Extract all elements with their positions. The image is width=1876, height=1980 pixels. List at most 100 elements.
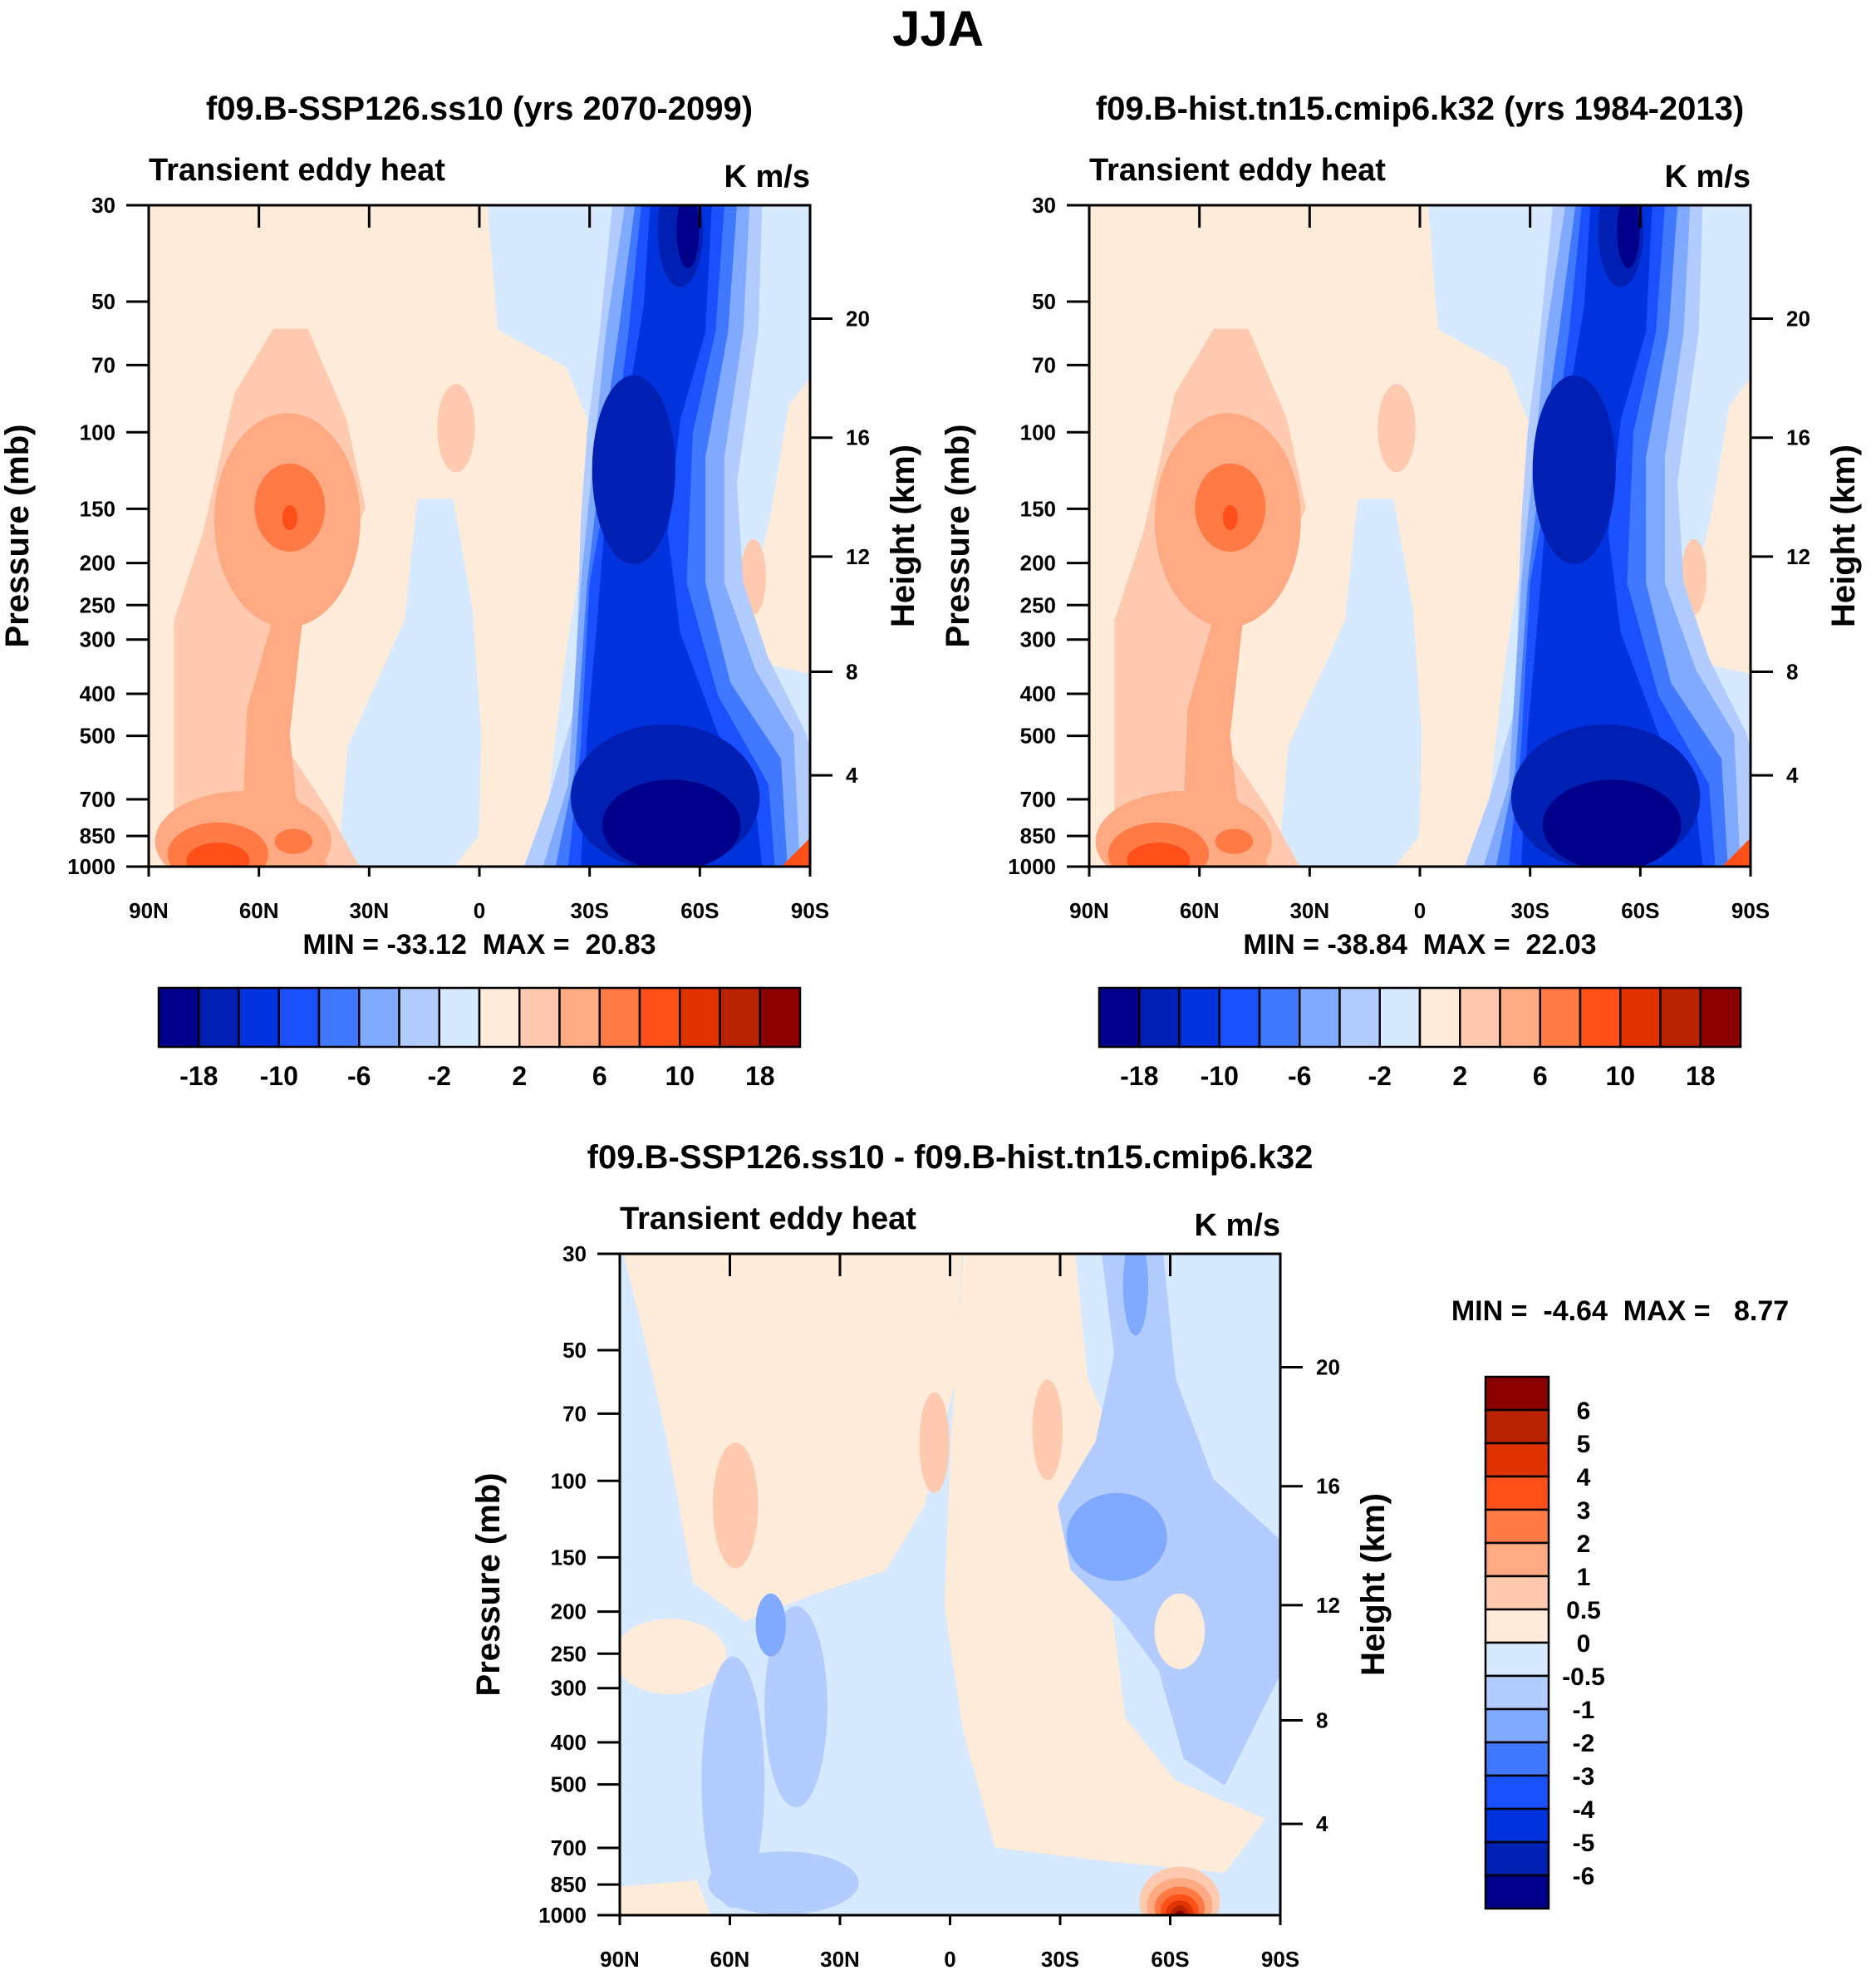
colorbar-label: -6	[1288, 1061, 1311, 1091]
panel-2	[597, 1252, 1303, 1925]
colorbar-box	[558, 986, 601, 1049]
contour-fill	[282, 504, 297, 531]
colorbar-box	[1659, 986, 1702, 1049]
x-tick-label: 60N	[239, 898, 279, 923]
colorbar-label: 10	[665, 1061, 695, 1091]
colorbar-label: -10	[1201, 1061, 1239, 1091]
y-tick-label: 850	[80, 823, 115, 848]
stats-label: MIN = -33.12 MAX = 20.83	[302, 929, 656, 961]
colorbar-box	[1459, 986, 1501, 1049]
x-tick-label: 90N	[1069, 898, 1109, 923]
y-tick-label: 30	[562, 1241, 587, 1266]
colorbar-box	[1484, 1408, 1550, 1445]
colorbar-label: 6	[1577, 1398, 1591, 1425]
x-tick-label: 30S	[1041, 1947, 1079, 1972]
y-tick-label: 50	[91, 289, 115, 314]
y2-tick-label: 20	[846, 307, 870, 332]
contour-fill	[1278, 499, 1422, 867]
colorbar-label: 2	[1452, 1061, 1467, 1091]
y-tick-label: 700	[551, 1835, 587, 1860]
x-tick-label: 60N	[1180, 898, 1220, 923]
contour-fill	[1066, 1492, 1167, 1581]
x-tick-label: 30S	[1511, 898, 1549, 923]
y-tick-label: 400	[1020, 681, 1056, 706]
contour-fill	[676, 205, 700, 268]
contour-fill	[1378, 384, 1416, 473]
colorbar-label: 4	[1577, 1464, 1591, 1491]
y-tick-label: 70	[91, 352, 115, 377]
colorbar-box	[277, 986, 321, 1049]
main-title: JJA	[891, 1, 985, 57]
colorbar-box	[719, 986, 761, 1049]
colorbar-box	[1484, 1575, 1550, 1611]
stats-label: MIN = -38.84 MAX = 22.03	[1243, 929, 1596, 961]
colorbar-box	[1619, 986, 1662, 1049]
contour-fill	[620, 1619, 727, 1694]
x-tick-label: 30N	[1289, 898, 1329, 923]
x-tick-label: 60S	[1151, 1947, 1189, 1972]
y-tick-label: 300	[80, 627, 115, 652]
contour-fill	[1032, 1379, 1063, 1481]
y2-tick-label: 16	[846, 425, 870, 450]
colorbar-box	[598, 986, 641, 1049]
y2-tick-label: 4	[1786, 763, 1799, 788]
colorbar-box	[1699, 986, 1742, 1049]
colorbar-label: -6	[1573, 1863, 1595, 1890]
y2-axis-title: Height (km)	[1355, 1493, 1392, 1676]
x-tick-label: 90S	[791, 898, 829, 923]
y-tick-label: 70	[1032, 352, 1056, 377]
panel-0	[126, 204, 832, 877]
y-tick-label: 700	[1020, 787, 1056, 812]
y-axis-title: Pressure (mb)	[940, 425, 976, 648]
colorbar-label: -6	[347, 1061, 371, 1091]
contour-fill	[1122, 1254, 1148, 1336]
colorbar-box	[518, 986, 561, 1049]
left-string: Transient eddy heat	[620, 1201, 916, 1236]
colorbar-box	[1579, 986, 1622, 1049]
colorbar-box	[358, 986, 400, 1049]
y-tick-label: 500	[1020, 724, 1056, 749]
colorbar-label: -5	[1573, 1830, 1595, 1857]
colorbar-box	[157, 986, 200, 1049]
contour-fill	[602, 779, 741, 867]
x-tick-label: 0	[1414, 898, 1426, 923]
y2-axis-title: Height (km)	[885, 445, 921, 627]
contour-fill	[274, 828, 313, 854]
colorbar-box	[1539, 986, 1582, 1049]
colorbar-box	[398, 986, 440, 1049]
x-tick-label: 30N	[820, 1947, 860, 1972]
contour-fill	[764, 1606, 828, 1808]
x-tick-label: 90S	[1731, 898, 1770, 923]
colorbar-label: 1	[1577, 1564, 1591, 1591]
contour-fill	[1722, 838, 1751, 867]
y-tick-label: 250	[551, 1641, 587, 1666]
panel-title: f09.B-hist.tn15.cmip6.k32 (yrs 1984-2013…	[1096, 91, 1744, 127]
y-tick-label: 200	[1020, 551, 1056, 576]
contour-fill	[437, 384, 475, 473]
units-label: K m/s	[1665, 160, 1751, 194]
colorbar-label: -3	[1573, 1763, 1595, 1791]
colorbar-box	[1218, 986, 1261, 1049]
left-string: Transient eddy heat	[1089, 153, 1386, 188]
contour-fill	[919, 1392, 950, 1493]
colorbar-box	[1138, 986, 1181, 1049]
colorbar-label: -2	[1573, 1730, 1595, 1757]
colorbar-0	[157, 986, 802, 1049]
contour-fill	[1058, 1254, 1280, 1785]
colorbar-box	[1484, 1741, 1550, 1777]
colorbar-1	[1098, 986, 1742, 1049]
colorbar-label: -2	[428, 1061, 451, 1091]
y2-tick-label: 12	[846, 544, 870, 569]
panel-title: f09.B-SSP126.ss10 - f09.B-hist.tn15.cmip…	[587, 1139, 1314, 1176]
y-tick-label: 70	[562, 1401, 587, 1426]
colorbar-box	[1484, 1375, 1550, 1412]
colorbar-box	[1484, 1475, 1550, 1511]
y2-tick-label: 12	[1316, 1593, 1340, 1618]
contour-fill	[755, 1593, 786, 1657]
contour-field	[620, 1254, 1280, 1915]
y-tick-label: 850	[1020, 823, 1056, 848]
y-tick-label: 300	[551, 1676, 587, 1701]
colorbar-label: 18	[1686, 1061, 1716, 1091]
panel-title: f09.B-SSP126.ss10 (yrs 2070-2099)	[206, 91, 753, 127]
colorbar-box	[1299, 986, 1341, 1049]
